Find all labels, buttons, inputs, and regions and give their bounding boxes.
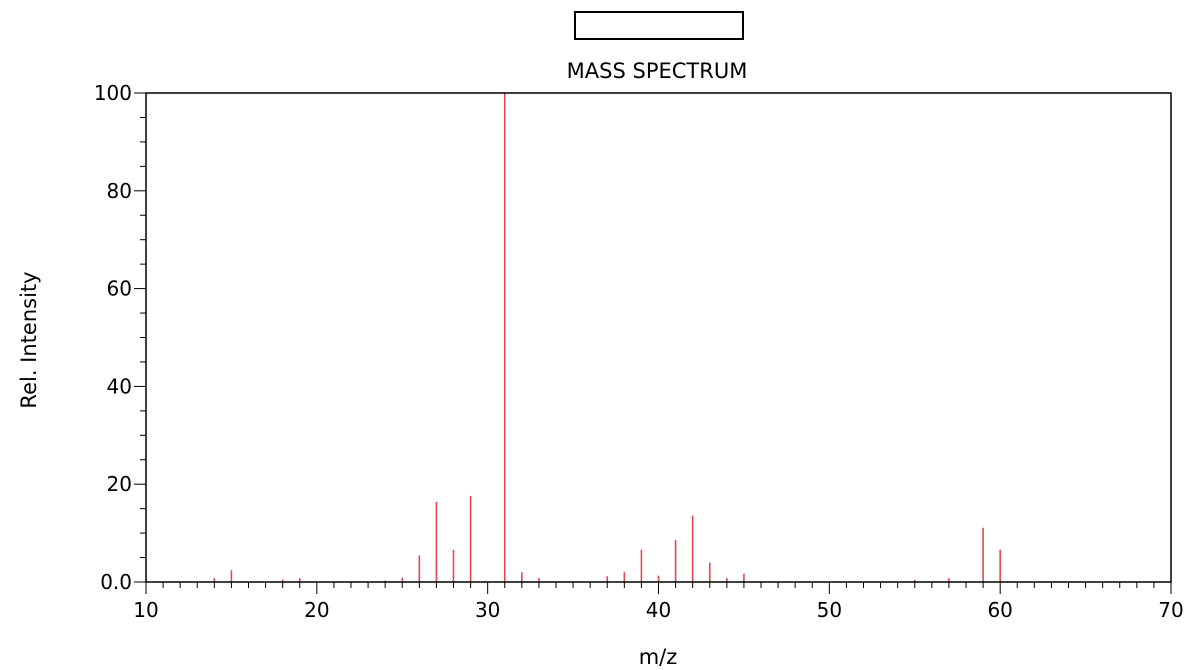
title-box [574,11,744,40]
x-tick-label: 40 [646,598,671,622]
chart-title: MASS SPECTRUM [567,59,748,83]
x-axis-title: m/z [639,645,678,669]
spectrum-peaks [213,93,1001,582]
axis-ticks: 10 20 30 40 50 60 70 0.0 20 40 60 80 100 [94,81,1184,622]
y-tick-label: 80 [107,179,132,203]
x-tick-label: 60 [987,598,1012,622]
x-tick-label: 70 [1158,598,1183,622]
y-axis-title: Rel. Intensity [17,271,41,408]
y-tick-label: 40 [107,374,132,398]
y-tick-label: 0.0 [100,570,132,594]
x-tick-label: 30 [475,598,500,622]
x-tick-label: 10 [133,598,158,622]
x-tick-label: 20 [304,598,329,622]
y-tick-label: 60 [107,277,132,301]
y-tick-label: 100 [94,81,132,105]
y-tick-label: 20 [107,472,132,496]
plot-frame [145,92,1172,583]
x-tick-label: 50 [817,598,842,622]
